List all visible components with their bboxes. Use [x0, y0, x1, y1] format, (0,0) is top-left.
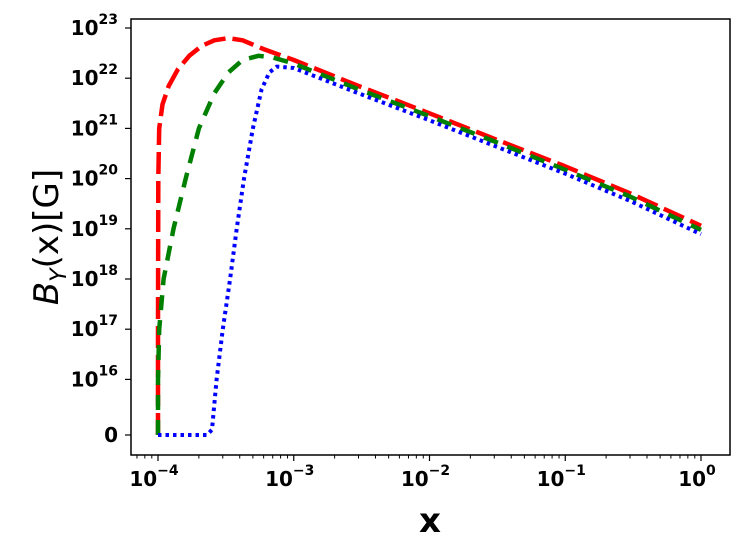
y-tick-label: 1022 — [71, 62, 118, 90]
x-tick-label: 10−1 — [537, 463, 586, 491]
series-blue-dotted — [158, 64, 702, 437]
x-tick-label: 100 — [678, 463, 716, 491]
y-tick-label: 1021 — [71, 112, 118, 140]
y-axis: 0 1016 1017 1018 1019 1020 1021 1022 1023 — [71, 12, 131, 447]
y-tick-label: 1016 — [71, 363, 118, 391]
y-axis-label: BY(x)[G] — [27, 169, 72, 305]
y-label-rest: (x)[G] — [27, 169, 67, 269]
svg-text:BY(x)[G]: BY(x)[G] — [27, 169, 72, 305]
series-layer — [155, 35, 702, 437]
y-tick-label: 1018 — [71, 263, 118, 291]
series-red-dashed — [155, 35, 702, 435]
y-label-b: B — [27, 282, 67, 305]
x-axis: 10−4 10−3 10−2 10−1 100 — [129, 455, 716, 491]
x-tick-label: 10−4 — [129, 463, 179, 491]
y-tick-label: 1019 — [71, 213, 118, 241]
y-tick-label: 1017 — [71, 313, 118, 341]
plot-frame — [130, 18, 731, 456]
x-axis-label: x — [419, 501, 441, 541]
x-tick-label: 10−3 — [265, 463, 314, 491]
x-tick-label: 10−2 — [401, 463, 450, 491]
y-tick-label: 1023 — [71, 12, 118, 40]
series-green-dashed — [155, 53, 702, 435]
y-label-sub: Y — [47, 267, 72, 282]
y-tick-label: 0 — [104, 423, 118, 447]
y-tick-label: 1020 — [71, 163, 119, 191]
